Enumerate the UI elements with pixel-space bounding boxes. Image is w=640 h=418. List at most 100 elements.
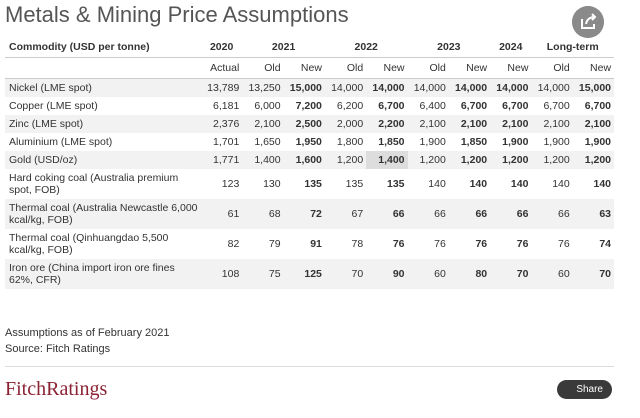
cell: 2,000 xyxy=(324,115,367,133)
cell: 7,200 xyxy=(295,100,322,112)
cell: 6,700 xyxy=(543,100,570,112)
cell: 6,700 xyxy=(378,100,405,112)
blank-cell xyxy=(5,57,201,79)
subcolumn-header: Old xyxy=(531,57,573,79)
cell: 2,100 xyxy=(448,115,491,133)
column-header: 2020 xyxy=(201,37,243,58)
row-label: Nickel (LME spot) xyxy=(5,78,201,97)
cell: 76 xyxy=(558,238,570,250)
header-row: Commodity (USD per tonne) 2020 2021 2022 202… xyxy=(5,37,615,58)
cell: 140 xyxy=(552,178,570,190)
subheader-row: Actual Old New Old New Old New New Old New xyxy=(5,57,615,79)
column-header: Commodity (USD per tonne) xyxy=(5,37,201,58)
cell: 66 xyxy=(448,199,491,229)
subcolumn-header: New xyxy=(283,57,325,79)
row-label: Thermal coal (Australia Newcastle 6,000 … xyxy=(5,199,201,229)
cell: 1,200 xyxy=(490,151,532,169)
cell: 60 xyxy=(407,259,449,289)
cell: 6,000 xyxy=(254,100,281,112)
cell: 13,250 xyxy=(242,78,284,97)
cell: 1,900 xyxy=(543,136,570,148)
cell: 76 xyxy=(475,238,488,250)
column-header: 2024 xyxy=(490,37,532,58)
subcolumn-header: Old xyxy=(407,57,449,79)
cell: 14,000 xyxy=(448,78,491,97)
share-button[interactable]: Share xyxy=(557,380,612,399)
cell: 15,000 xyxy=(572,78,615,97)
cell: 6,700 xyxy=(502,100,529,112)
row: Thermal coal (Australia Newcastle 6,000 … xyxy=(5,199,615,229)
cell: 76 xyxy=(516,238,529,250)
cell: 66 xyxy=(531,199,573,229)
cell: 6,181 xyxy=(213,100,240,112)
cell: 1,800 xyxy=(336,136,364,148)
row: Hard coking coal (Australia premium spot… xyxy=(5,169,614,199)
cell: 2,100 xyxy=(531,115,573,133)
share-icon[interactable] xyxy=(572,6,604,38)
cell: 70 xyxy=(572,259,615,289)
cell: 76 xyxy=(392,238,405,250)
cell: 14,000 xyxy=(324,78,367,97)
subcolumn-header: Old xyxy=(242,57,284,79)
cell: 130 xyxy=(263,178,281,190)
cell: 75 xyxy=(242,259,284,289)
cell: 63 xyxy=(572,199,615,229)
row: Nickel (LME spot) 13,789 13,250 15,000 14,00… xyxy=(5,78,615,97)
cell: 66 xyxy=(490,199,532,229)
cell: 6,700 xyxy=(584,100,612,112)
row-label: Thermal coal (Qinhuangdao 5,500 kcal/kg,… xyxy=(9,232,169,256)
cell: 2,100 xyxy=(407,115,449,133)
row-label: Aluminium (LME spot) xyxy=(9,136,113,148)
cell: 1,900 xyxy=(502,136,529,148)
cell: 1,900 xyxy=(419,136,446,148)
cell: 6,700 xyxy=(460,100,488,112)
cell: 135 xyxy=(386,178,405,190)
cell: 135 xyxy=(304,178,322,190)
subcolumn-header: Actual xyxy=(201,57,243,79)
cell: 67 xyxy=(324,199,367,229)
cell: 2,100 xyxy=(242,115,284,133)
cell: 2,500 xyxy=(283,115,325,133)
cell: 91 xyxy=(310,238,322,250)
cell: 123 xyxy=(221,178,240,190)
cell: 1,200 xyxy=(572,151,615,169)
cell: 1,200 xyxy=(448,151,491,169)
row-label: Iron ore (China import iron ore fines 62… xyxy=(5,259,201,289)
row: Gold (USD/oz) 1,771 1,400 1,600 1,200 1,400 1,… xyxy=(5,151,615,169)
cell: 14,000 xyxy=(366,78,408,97)
cell: 1,701 xyxy=(213,136,240,148)
cell: 72 xyxy=(283,199,325,229)
row: Copper (LME spot) 6,181 6,000 7,200 6,200 6,7… xyxy=(5,97,614,115)
note: Assumptions as of February 2021 xyxy=(5,327,170,339)
cell: 2,100 xyxy=(490,115,532,133)
cell: 2,376 xyxy=(201,115,243,133)
cell: 1,850 xyxy=(460,136,488,148)
cell: 2,200 xyxy=(366,115,408,133)
cell: 140 xyxy=(510,178,529,190)
cell: 13,789 xyxy=(201,78,243,97)
share-label: Share xyxy=(576,384,603,395)
row-label: Hard coking coal (Australia premium spot… xyxy=(9,172,179,196)
cell: 140 xyxy=(469,178,488,190)
cell: 60 xyxy=(531,259,573,289)
price-table: Commodity (USD per tonne) 2020 2021 2022 202… xyxy=(5,37,615,289)
row: Aluminium (LME spot) 1,701 1,650 1,950 1,800… xyxy=(5,133,614,151)
cell: 6,400 xyxy=(419,100,446,112)
subcolumn-header: Old xyxy=(324,57,367,79)
subcolumn-header: New xyxy=(490,57,532,79)
row-label: Gold (USD/oz) xyxy=(5,151,201,169)
subcolumn-header: New xyxy=(572,57,615,79)
cell: 108 xyxy=(201,259,243,289)
cell: 1,850 xyxy=(378,136,405,148)
title: Metals & Mining Price Assumptions xyxy=(5,2,349,27)
cell: 14,000 xyxy=(407,78,449,97)
cell: 70 xyxy=(490,259,532,289)
cell: 74 xyxy=(599,238,612,250)
column-header: 2023 xyxy=(407,37,491,58)
cell: 1,600 xyxy=(283,151,325,169)
column-header: 2021 xyxy=(242,37,325,58)
cell: 78 xyxy=(351,238,364,250)
cell: 68 xyxy=(242,199,284,229)
cell: 1,400 xyxy=(242,151,284,169)
